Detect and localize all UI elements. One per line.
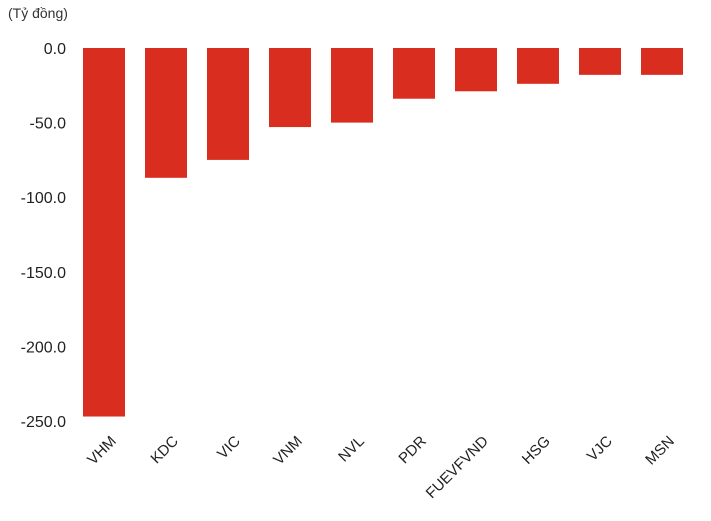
x-tick-label: VHM (84, 433, 120, 469)
bars-group (83, 48, 683, 417)
bar-msn (641, 48, 683, 75)
bar-hsg (517, 48, 559, 84)
bar-fuevfvnd (455, 48, 497, 92)
y-tick-label: -150.0 (21, 265, 66, 282)
bar-vhm (83, 48, 125, 417)
x-tick-label: HSG (519, 433, 554, 468)
x-tick-label: VNM (270, 433, 306, 469)
x-tick-label: FUEVFVND (423, 433, 492, 502)
x-tick-label: KDC (147, 433, 182, 468)
bar-nvl (331, 48, 373, 123)
y-axis-unit-label: (Tỷ đồng) (8, 5, 68, 21)
x-tick-label: NVL (335, 433, 368, 466)
y-tick-label: -100.0 (21, 190, 66, 207)
y-tick-label: -50.0 (30, 116, 67, 133)
y-tick-label: -250.0 (21, 414, 66, 431)
x-tick-label: MSN (642, 433, 678, 469)
x-tick-label: VJC (584, 433, 616, 465)
x-tick-label: PDR (395, 433, 430, 468)
bar-kdc (145, 48, 187, 178)
y-tick-label: 0.0 (44, 41, 66, 58)
x-tick-label: VIC (214, 433, 244, 463)
y-axis-ticks: 0.0 -50.0 -100.0 -150.0 -200.0 -250.0 (21, 41, 66, 431)
bar-pdr (393, 48, 435, 99)
bar-vic (207, 48, 249, 160)
y-tick-label: -200.0 (21, 339, 66, 356)
bar-vjc (579, 48, 621, 75)
bar-vnm (269, 48, 311, 128)
